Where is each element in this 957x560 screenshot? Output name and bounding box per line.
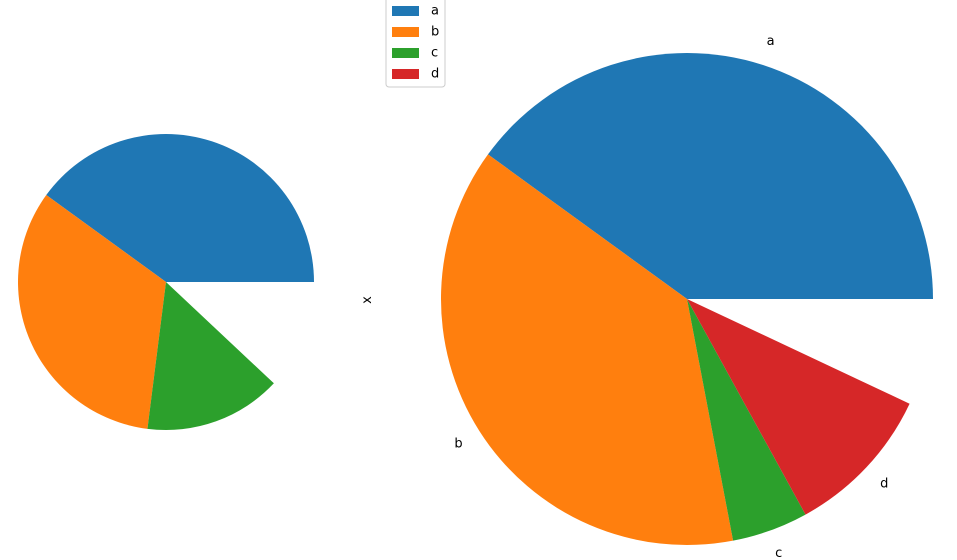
legend-swatch-c <box>392 48 419 58</box>
pie-slice-d <box>687 299 910 515</box>
pie-chart-left <box>18 134 315 430</box>
legend-frame <box>385 0 446 88</box>
pie-slice-label-b: b <box>454 437 462 452</box>
pie-slice-label-a: a <box>767 34 775 49</box>
legend-label-a: a <box>431 4 439 19</box>
legend-swatch-b <box>392 27 419 37</box>
pie-chart-right: a b c d <box>440 34 933 560</box>
legend-swatch-a <box>392 6 419 16</box>
legend-label-d: d <box>431 67 439 82</box>
pie-slice-c <box>687 299 806 541</box>
pie-slice-label-c: c <box>775 546 782 560</box>
pie-slice-b <box>18 195 167 429</box>
pie-slice-label-d: d <box>880 477 888 492</box>
pie-slice-a <box>46 134 315 282</box>
pie-slice-c <box>147 282 274 430</box>
pie-slice-a <box>487 52 933 300</box>
legend-label-c: c <box>431 46 438 61</box>
legend-swatch-d <box>392 69 419 79</box>
left-pie-ylabel: x <box>360 296 375 304</box>
legend-label-b: b <box>431 25 439 40</box>
pie-slice-b <box>440 154 734 545</box>
